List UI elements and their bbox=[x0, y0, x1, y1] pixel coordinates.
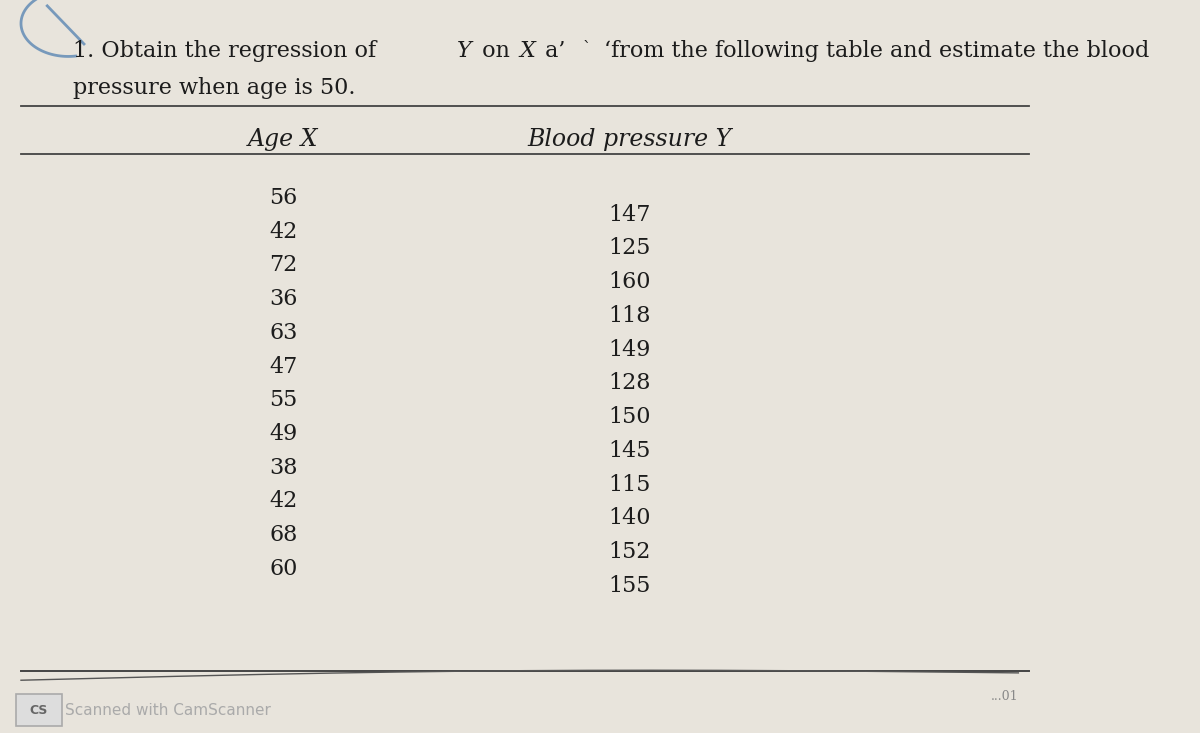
Text: 38: 38 bbox=[269, 457, 298, 479]
Text: 160: 160 bbox=[608, 271, 652, 293]
Text: X: X bbox=[520, 40, 535, 62]
Text: ˋ: ˋ bbox=[583, 40, 592, 57]
Text: 63: 63 bbox=[269, 322, 298, 344]
FancyBboxPatch shape bbox=[16, 694, 62, 726]
Text: Age X: Age X bbox=[248, 128, 319, 151]
Text: Scanned with CamScanner: Scanned with CamScanner bbox=[65, 703, 271, 718]
Text: 42: 42 bbox=[269, 221, 298, 243]
Text: on: on bbox=[474, 40, 516, 62]
Text: ...01: ...01 bbox=[991, 690, 1019, 704]
Text: 42: 42 bbox=[269, 490, 298, 512]
Text: 145: 145 bbox=[608, 440, 652, 462]
Text: 72: 72 bbox=[269, 254, 298, 276]
Text: 150: 150 bbox=[608, 406, 652, 428]
Text: a’: a’ bbox=[538, 40, 565, 62]
Text: 140: 140 bbox=[608, 507, 652, 529]
Text: CS: CS bbox=[30, 704, 48, 717]
Text: 147: 147 bbox=[608, 204, 652, 226]
Text: 118: 118 bbox=[608, 305, 652, 327]
Text: Y: Y bbox=[457, 40, 472, 62]
Text: 60: 60 bbox=[269, 558, 298, 580]
Text: 125: 125 bbox=[608, 237, 652, 259]
Text: 152: 152 bbox=[608, 541, 652, 563]
Text: ‘from the following table and estimate the blood: ‘from the following table and estimate t… bbox=[604, 40, 1150, 62]
Text: 149: 149 bbox=[608, 339, 652, 361]
Text: 128: 128 bbox=[608, 372, 652, 394]
Text: 155: 155 bbox=[608, 575, 652, 597]
Text: 1. Obtain the regression of: 1. Obtain the regression of bbox=[73, 40, 384, 62]
Text: 36: 36 bbox=[269, 288, 298, 310]
Text: 56: 56 bbox=[269, 187, 298, 209]
Text: pressure when age is 50.: pressure when age is 50. bbox=[73, 77, 356, 99]
Text: 47: 47 bbox=[269, 356, 298, 377]
Text: 68: 68 bbox=[269, 524, 298, 546]
Text: Blood pressure Y: Blood pressure Y bbox=[528, 128, 732, 151]
Text: 115: 115 bbox=[608, 474, 652, 496]
Text: 55: 55 bbox=[269, 389, 298, 411]
Text: 49: 49 bbox=[269, 423, 298, 445]
